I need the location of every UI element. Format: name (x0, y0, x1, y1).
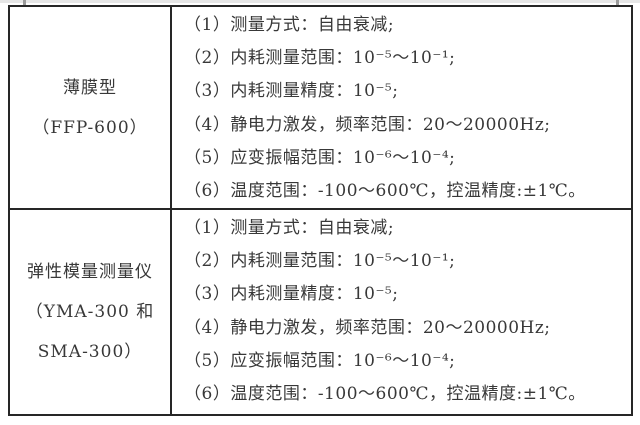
spec-line-frequency-range: （4）静电力激发，频率范围：20～20000Hz; (184, 114, 551, 135)
table-row-yma-sma: 弹性模量测量仪 （YMA-300 和 SMA-300） （1）测量方式：自由衰减… (10, 210, 631, 414)
device-model: SMA-300） (37, 342, 143, 362)
device-model: （FFP-600） (32, 117, 148, 138)
spec-line-frequency-range: （4）静电力激发，频率范围：20～20000Hz; (184, 317, 551, 338)
device-cell-yma-sma: 弹性模量测量仪 （YMA-300 和 SMA-300） (10, 210, 172, 414)
device-cell-ffp600: 薄膜型 （FFP-600） (10, 7, 172, 208)
specs-cell-ffp600: （1）测量方式：自由衰减; （2）内耗测量范围：10⁻⁵～10⁻¹; （3）内耗… (172, 7, 631, 208)
spec-line-measurement-mode: （1）测量方式：自由衰减; (184, 15, 395, 35)
spec-line-temperature-range: （6）温度范围：-100～600℃，控温精度:±1℃。 (184, 384, 586, 405)
table-row-ffp600: 薄膜型 （FFP-600） （1）测量方式：自由衰减; （2）内耗测量范围：10… (10, 7, 631, 210)
spec-line-damping-precision: （3）内耗测量精度：10⁻⁵; (184, 284, 399, 305)
spec-line-strain-amplitude: （5）应变振幅范围：10⁻⁶～10⁻⁴; (184, 147, 456, 168)
gridline-remnant-left (23, 0, 26, 6)
spec-line-temperature-range: （6）温度范围：-100～600℃，控温精度:±1℃。 (184, 181, 586, 202)
spec-line-strain-amplitude: （5）应变振幅范围：10⁻⁶～10⁻⁴; (184, 350, 456, 371)
spec-line-damping-range: （2）内耗测量范围：10⁻⁵～10⁻¹; (184, 48, 456, 69)
device-model: （YMA-300 和 (25, 302, 155, 322)
device-name: 弹性模量测量仪 (27, 262, 153, 282)
spec-line-damping-precision: （3）内耗测量精度：10⁻⁵; (184, 81, 399, 102)
cropped-row-remnant (0, 0, 640, 3)
spec-line-damping-range: （2）内耗测量范围：10⁻⁵～10⁻¹; (184, 251, 456, 272)
spec-line-measurement-mode: （1）测量方式：自由衰减; (184, 218, 395, 238)
specs-cell-yma-sma: （1）测量方式：自由衰减; （2）内耗测量范围：10⁻⁵～10⁻¹; （3）内耗… (172, 210, 631, 414)
device-name: 薄膜型 (63, 77, 117, 98)
instrument-spec-table: 薄膜型 （FFP-600） （1）测量方式：自由衰减; （2）内耗测量范围：10… (8, 5, 633, 416)
gridline-remnant-right (616, 0, 619, 6)
